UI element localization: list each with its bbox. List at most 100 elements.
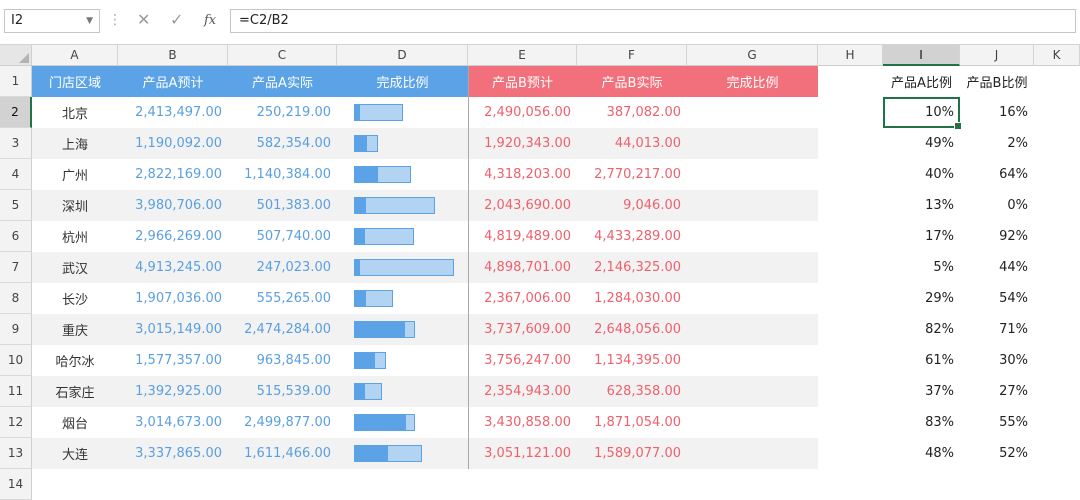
cell-ratio-b[interactable]: 71% [999, 322, 1028, 337]
cell-ratio-a[interactable]: 40% [925, 167, 954, 182]
cell-ratio-a[interactable]: 37% [925, 384, 954, 399]
fill-handle[interactable] [954, 122, 962, 130]
cell-b-forecast[interactable]: 3,737,609.00 [484, 322, 571, 337]
cancel-icon[interactable]: ✕ [137, 10, 151, 29]
cell-ratio-a[interactable]: 5% [933, 260, 954, 275]
row-header-4[interactable]: 4 [0, 159, 32, 190]
row-header-10[interactable]: 10 [0, 345, 32, 376]
cell-b-actual[interactable]: 2,770,217.00 [594, 167, 681, 182]
cell-ratio-a[interactable]: 61% [925, 353, 954, 368]
cell-b-actual[interactable]: 628,358.00 [606, 384, 681, 399]
cell-region[interactable]: 大连 [61, 448, 88, 463]
cell-b-forecast[interactable]: 4,898,701.00 [484, 260, 571, 275]
header-b-forecast[interactable]: 产品B预计 [468, 66, 577, 97]
cell-ratio-a[interactable]: 83% [925, 415, 954, 430]
row-header-9[interactable]: 9 [0, 314, 32, 345]
cell-b-actual[interactable]: 387,082.00 [606, 105, 681, 120]
cell-b-forecast[interactable]: 1,920,343.00 [484, 136, 571, 151]
row-header-1[interactable]: 1 [0, 66, 32, 97]
header-a-ratio[interactable]: 完成比例 [337, 66, 468, 97]
cell-b-forecast[interactable]: 2,354,943.00 [484, 384, 571, 399]
cell-a-forecast[interactable]: 2,413,497.00 [135, 105, 222, 120]
cell-a-actual[interactable]: 1,611,466.00 [244, 446, 331, 461]
cell-ratio-b[interactable]: 2% [1007, 136, 1028, 151]
cell-a-actual[interactable]: 501,383.00 [256, 198, 331, 213]
row-header-8[interactable]: 8 [0, 283, 32, 314]
cell-a-forecast[interactable]: 3,980,706.00 [135, 198, 222, 213]
cell-ratio-a[interactable]: 17% [925, 229, 954, 244]
row-header-12[interactable]: 12 [0, 407, 32, 438]
cell-a-actual[interactable]: 515,539.00 [256, 384, 331, 399]
col-header-a[interactable]: A [32, 45, 118, 66]
header-ratio-a[interactable]: 产品A比例 [891, 76, 952, 91]
cell-ratio-b[interactable]: 44% [999, 260, 1028, 275]
cell-ratio-a[interactable]: 13% [925, 198, 954, 213]
header-a-actual[interactable]: 产品A实际 [228, 66, 337, 97]
cell-ratio-a[interactable]: 48% [925, 446, 954, 461]
col-header-e[interactable]: E [468, 45, 577, 66]
cell-ratio-a[interactable]: 82% [925, 322, 954, 337]
cell-a-forecast[interactable]: 1,907,036.00 [135, 291, 222, 306]
row-header-3[interactable]: 3 [0, 128, 32, 159]
cell-region[interactable]: 广州 [61, 169, 88, 184]
active-cell-selection[interactable] [883, 97, 962, 130]
cell-a-actual[interactable]: 582,354.00 [256, 136, 331, 151]
cell-ratio-a[interactable]: 49% [925, 136, 954, 151]
cell-a-forecast[interactable]: 1,392,925.00 [135, 384, 222, 399]
cell-region[interactable]: 长沙 [61, 293, 88, 308]
row-header-11[interactable]: 11 [0, 376, 32, 407]
cell-a-actual[interactable]: 1,140,384.00 [244, 167, 331, 182]
cell-region[interactable]: 重庆 [61, 324, 88, 339]
cell-ratio-b[interactable]: 27% [999, 384, 1028, 399]
cell-b-forecast[interactable]: 4,819,489.00 [484, 229, 571, 244]
header-b-ratio[interactable]: 完成比例 [687, 66, 818, 97]
cell-b-actual[interactable]: 2,648,056.00 [594, 322, 681, 337]
header-region[interactable]: 门店区域 [32, 66, 118, 97]
cell-ratio-b[interactable]: 52% [999, 446, 1028, 461]
cell-ratio-b[interactable]: 64% [999, 167, 1028, 182]
cell-region[interactable]: 烟台 [61, 417, 88, 432]
cell-region[interactable]: 石家庄 [55, 386, 95, 401]
cell-b-actual[interactable]: 4,433,289.00 [594, 229, 681, 244]
cell-region[interactable]: 杭州 [61, 231, 88, 246]
cell-b-actual[interactable]: 1,589,077.00 [594, 446, 681, 461]
header-ratio-b[interactable]: 产品B比例 [966, 76, 1028, 91]
col-header-b[interactable]: B [118, 45, 228, 66]
cell-b-forecast[interactable]: 3,051,121.00 [484, 446, 571, 461]
cell-b-actual[interactable]: 2,146,325.00 [594, 260, 681, 275]
cell-a-forecast[interactable]: 2,966,269.00 [135, 229, 222, 244]
cell-a-actual[interactable]: 247,023.00 [256, 260, 331, 275]
cell-region[interactable]: 深圳 [61, 200, 88, 215]
col-header-j[interactable]: J [960, 45, 1034, 66]
cell-a-actual[interactable]: 963,845.00 [256, 353, 331, 368]
cell-ratio-b[interactable]: 55% [999, 415, 1028, 430]
cell-b-actual[interactable]: 1,134,395.00 [594, 353, 681, 368]
row-header-6[interactable]: 6 [0, 221, 32, 252]
header-b-actual[interactable]: 产品B实际 [577, 66, 687, 97]
cell-a-forecast[interactable]: 3,014,673.00 [135, 415, 222, 430]
cell-b-actual[interactable]: 1,871,054.00 [594, 415, 681, 430]
cell-a-forecast[interactable]: 2,822,169.00 [135, 167, 222, 182]
formula-input[interactable]: =C2/B2 [230, 9, 1076, 33]
cell-a-forecast[interactable]: 1,190,092.00 [135, 136, 222, 151]
cell-b-forecast[interactable]: 2,043,690.00 [484, 198, 571, 213]
col-header-h[interactable]: H [818, 45, 883, 66]
cell-region[interactable]: 武汉 [61, 262, 88, 277]
col-header-g[interactable]: G [687, 45, 818, 66]
cell-a-forecast[interactable]: 4,913,245.00 [135, 260, 222, 275]
cell-b-actual[interactable]: 9,046.00 [623, 198, 681, 213]
cell-ratio-b[interactable]: 92% [999, 229, 1028, 244]
row-header-14[interactable]: 14 [0, 469, 32, 500]
cell-b-actual[interactable]: 44,013.00 [614, 136, 681, 151]
cell-ratio-b[interactable]: 54% [999, 291, 1028, 306]
header-a-forecast[interactable]: 产品A预计 [118, 66, 228, 97]
cell-b-forecast[interactable]: 4,318,203.00 [484, 167, 571, 182]
cell-a-actual[interactable]: 250,219.00 [256, 105, 331, 120]
cell-b-forecast[interactable]: 3,430,858.00 [484, 415, 571, 430]
insert-function-icon[interactable]: fx [204, 13, 217, 28]
row-header-2[interactable]: 2 [0, 97, 32, 128]
select-all-corner[interactable] [0, 45, 32, 66]
col-header-i[interactable]: I [883, 45, 960, 66]
cell-a-forecast[interactable]: 1,577,357.00 [135, 353, 222, 368]
cell-b-forecast[interactable]: 2,367,006.00 [484, 291, 571, 306]
